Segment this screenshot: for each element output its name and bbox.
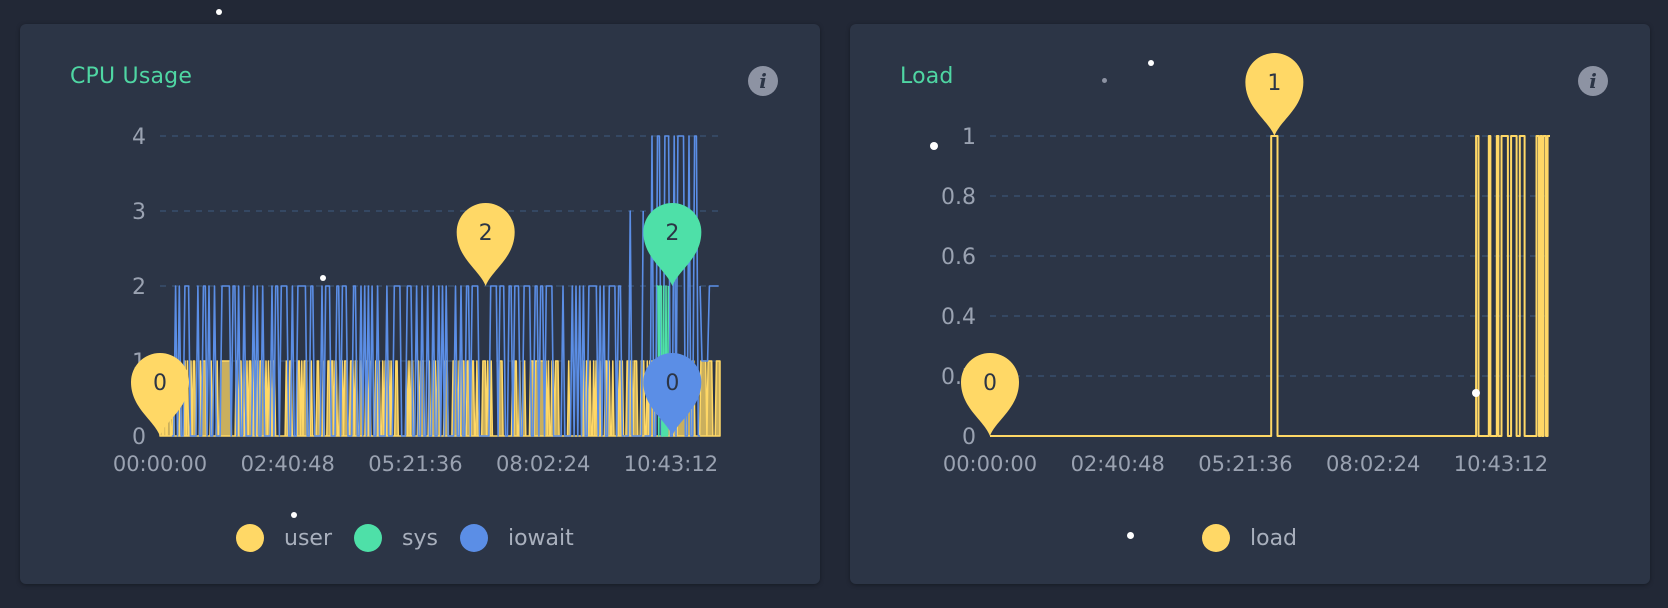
y-tick-label: 0.8 [941,185,976,210]
marker-pin-shape [456,203,515,286]
marker-pin: 0 [643,353,702,436]
marker-pin-shape [131,353,189,436]
cpu-usage-chart: 0123400:00:0002:40:4805:21:3608:02:2410:… [113,125,721,476]
stray-dot [1148,60,1154,66]
x-tick-label: 02:40:48 [241,452,335,476]
marker-label: 2 [665,221,679,246]
series-load [990,135,1550,437]
x-tick-label: 02:40:48 [1071,452,1165,476]
marker-label: 2 [479,221,493,246]
load-panel: Load i 0 0.2 0.4 0.6 0.8 1 00:00:00 02:40:48 05:… [850,24,1650,584]
marker-label: 0 [665,371,679,396]
legend-label-user: user [284,525,332,551]
legend-item-user[interactable]: user [236,524,332,552]
y-tick-label: 2 [132,275,146,300]
legend-swatch-load [1202,524,1230,552]
info-icon[interactable]: i [748,66,778,96]
stray-dot [1472,389,1480,397]
series-iowait [171,285,625,437]
series-iowait [644,135,701,437]
series-iowait [699,285,719,362]
marker-pin-shape [643,203,702,286]
legend-label-iowait: iowait [507,525,574,551]
legend-label-sys: sys [402,525,438,551]
marker-pin: 2 [456,203,515,286]
marker-pin-shape [1245,53,1304,136]
legend-swatch-iowait [459,524,488,552]
legend-item-sys[interactable]: sys [354,524,438,552]
x-tick-label: 05:21:36 [1198,452,1292,476]
x-tick-label: 08:02:24 [1326,452,1420,476]
x-tick-label: 10:43:12 [624,452,718,476]
stray-dot [930,142,938,150]
marker-label: 0 [153,371,167,396]
stray-dot [216,9,222,15]
y-tick-label: 0.4 [941,305,976,330]
x-tick-label: 10:43:12 [1454,452,1548,476]
stray-dot [291,512,297,518]
x-tick-label: 08:02:24 [496,452,590,476]
stray-dot [1127,532,1134,539]
marker-label: 0 [983,371,997,396]
cpu-usage-panel: CPU Usage i 0123400:00:0002:40:4805:21:3… [20,24,820,584]
legend-item-load[interactable]: load [1202,524,1297,552]
x-tick-label: 05:21:36 [368,452,462,476]
stray-dot [320,275,326,281]
marker-pin: 0 [961,353,1019,436]
x-tick-label: 00:00:00 [943,452,1037,476]
marker-pin: 1 [1245,53,1304,136]
stray-dot [1102,78,1107,83]
y-tick-label: 0 [132,425,146,450]
legend-item-iowait[interactable]: iowait [459,524,574,552]
load-legend: load [1202,524,1319,552]
legend-swatch-sys [354,524,382,552]
x-tick-label: 00:00:00 [113,452,207,476]
y-tick-label: 0 [962,425,976,450]
marker-pin: 0 [131,353,189,436]
load-panel-title: Load [900,64,954,89]
info-icon[interactable]: i [1578,66,1608,96]
marker-label: 1 [1267,71,1281,96]
legend-label-load: load [1250,525,1298,551]
y-tick-label: 3 [132,200,146,225]
cpu-panel-title: CPU Usage [70,64,193,89]
y-tick-label: 1 [962,125,976,150]
marker-pin-shape [643,353,702,436]
y-tick-label: 4 [132,125,146,150]
y-tick-label: 0.6 [941,245,976,270]
marker-pin-shape [961,353,1019,436]
legend-swatch-user [236,524,264,552]
marker-pin: 2 [643,203,702,286]
series-iowait [624,210,644,437]
cpu-legend: user sys iowait [236,524,596,552]
